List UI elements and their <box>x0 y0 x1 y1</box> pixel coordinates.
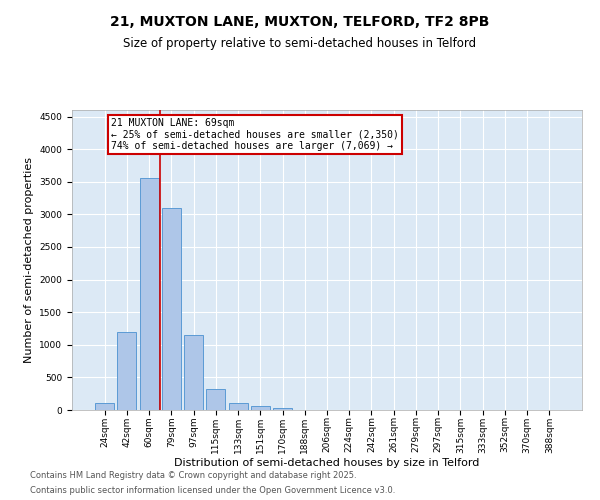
Bar <box>95 404 114 410</box>
Bar <box>251 406 270 410</box>
Bar <box>184 335 203 410</box>
X-axis label: Distribution of semi-detached houses by size in Telford: Distribution of semi-detached houses by … <box>175 458 479 468</box>
Text: Contains public sector information licensed under the Open Government Licence v3: Contains public sector information licen… <box>30 486 395 495</box>
Bar <box>229 404 248 410</box>
Text: 21, MUXTON LANE, MUXTON, TELFORD, TF2 8PB: 21, MUXTON LANE, MUXTON, TELFORD, TF2 8P… <box>110 15 490 29</box>
Bar <box>273 408 292 410</box>
Bar <box>206 389 225 410</box>
Text: Size of property relative to semi-detached houses in Telford: Size of property relative to semi-detach… <box>124 38 476 51</box>
Bar <box>118 332 136 410</box>
Bar <box>162 208 181 410</box>
Bar <box>140 178 158 410</box>
Y-axis label: Number of semi-detached properties: Number of semi-detached properties <box>24 157 34 363</box>
Text: 21 MUXTON LANE: 69sqm
← 25% of semi-detached houses are smaller (2,350)
74% of s: 21 MUXTON LANE: 69sqm ← 25% of semi-deta… <box>112 118 399 151</box>
Text: Contains HM Land Registry data © Crown copyright and database right 2025.: Contains HM Land Registry data © Crown c… <box>30 471 356 480</box>
